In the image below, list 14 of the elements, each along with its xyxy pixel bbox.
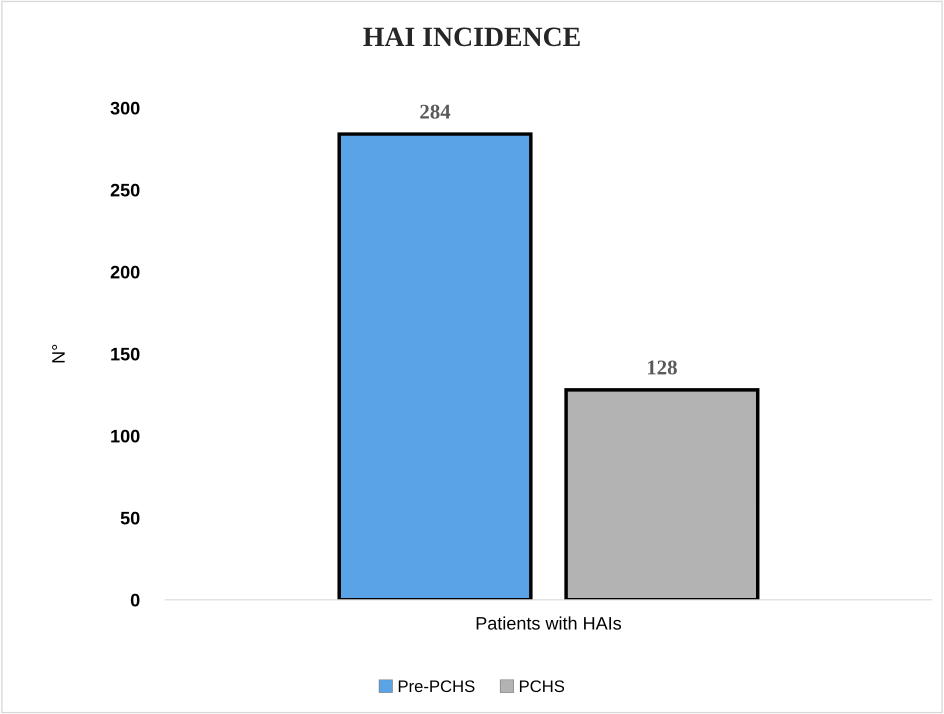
y-tick-label: 300	[110, 102, 140, 115]
y-tick-label: 100	[111, 430, 140, 442]
y-tick-label: 0	[130, 594, 140, 606]
chart-title: HAI INCIDENCE	[363, 28, 580, 46]
x-tick-label: Patients with HAIs	[476, 616, 622, 630]
legend-label: PCHS	[520, 680, 564, 692]
y-tick-label: 250	[110, 184, 140, 197]
legend-label: Pre-PCHS	[398, 680, 474, 692]
y-axis-title: N°	[52, 344, 65, 362]
y-tick-label: 200	[110, 266, 140, 279]
y-tick-label: 50	[120, 512, 140, 524]
data-label: 284	[420, 104, 450, 119]
data-label: 128	[648, 360, 677, 375]
y-tick-label: 150	[111, 348, 140, 361]
